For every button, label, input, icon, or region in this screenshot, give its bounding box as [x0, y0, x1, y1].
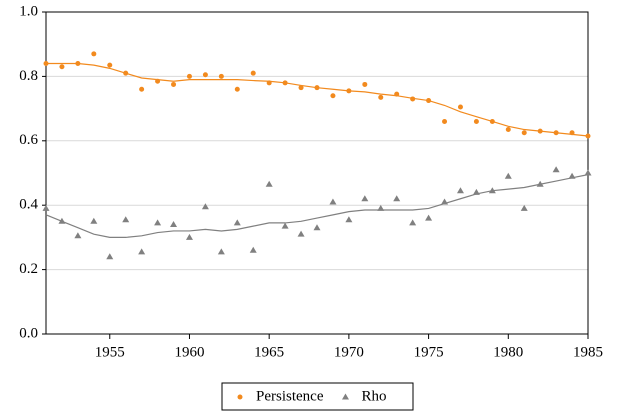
persistence-point: [346, 88, 352, 94]
persistence-point: [155, 78, 161, 84]
x-tick-label: 1955: [95, 344, 125, 360]
rho-point: [265, 180, 273, 187]
persistence-point: [218, 73, 224, 79]
x-tick-label: 1985: [573, 344, 603, 360]
persistence-point: [473, 118, 479, 124]
persistence-point: [123, 70, 129, 76]
persistence-point: [234, 86, 240, 92]
persistence-point: [394, 91, 400, 97]
persistence-point: [505, 127, 511, 133]
x-tick-label: 1975: [414, 344, 444, 360]
rho-point: [170, 221, 178, 228]
x-tick-label: 1960: [174, 344, 204, 360]
persistence-point: [298, 85, 304, 91]
rho-point: [441, 198, 449, 205]
rho-point: [409, 219, 417, 226]
rho-point: [154, 219, 162, 226]
rho-point: [297, 230, 305, 237]
x-tick-label: 1970: [334, 344, 364, 360]
persistence-point: [314, 85, 320, 91]
rho-point: [74, 232, 82, 239]
rho-point: [393, 195, 401, 202]
persistence-point: [75, 61, 81, 67]
plot-frame: [45, 11, 589, 335]
y-tick-label: 0.2: [19, 261, 38, 277]
rho-point: [377, 204, 385, 211]
rho-point: [472, 188, 480, 195]
persistence-point: [457, 104, 463, 110]
persistence-point: [282, 80, 288, 86]
rho-point: [42, 204, 50, 211]
rho-point: [520, 204, 528, 211]
legend-marker: [341, 393, 349, 400]
y-tick-label: 0.0: [19, 325, 38, 341]
persistence-point: [426, 98, 432, 104]
rho-point: [249, 246, 257, 253]
persistence-point: [410, 96, 416, 102]
rho-point: [568, 172, 576, 179]
rho-point: [281, 222, 289, 229]
persistence-point: [442, 118, 448, 124]
legend-label: Persistence: [256, 388, 324, 404]
legend-label: Rho: [361, 388, 386, 404]
rho-point: [122, 216, 130, 223]
y-tick-label: 1.0: [19, 3, 38, 19]
rho-point: [536, 180, 544, 187]
persistence-point: [91, 51, 97, 57]
rho-point: [138, 248, 146, 255]
rho-point: [425, 214, 433, 221]
rho-point: [106, 253, 114, 260]
rho-point: [488, 187, 496, 194]
persistence-point: [107, 62, 113, 68]
persistence-point: [553, 130, 559, 136]
persistence-point: [266, 80, 272, 86]
persistence-point: [250, 70, 256, 76]
persistence-point: [139, 86, 145, 92]
x-tick-label: 1965: [254, 344, 284, 360]
smooth-line: [45, 174, 589, 238]
persistence-point: [362, 81, 368, 87]
persistence-point: [585, 133, 591, 139]
rho-point: [345, 216, 353, 223]
rho-point: [584, 169, 592, 176]
legend-marker: [237, 394, 243, 400]
persistence-point: [171, 81, 177, 87]
persistence-point: [537, 128, 543, 134]
x-tick-label: 1980: [493, 344, 523, 360]
persistence-point: [521, 130, 527, 136]
rho-point: [456, 187, 464, 194]
rho-point: [329, 198, 337, 205]
persistence-point: [202, 72, 208, 78]
rho-point: [58, 217, 66, 224]
rho-point: [90, 217, 98, 224]
rho-point: [233, 219, 241, 226]
persistence-point: [59, 64, 65, 70]
persistence-point: [186, 73, 192, 79]
rho-point: [185, 233, 193, 240]
persistence-point: [43, 61, 49, 67]
rho-point: [201, 203, 209, 210]
rho-point: [504, 172, 512, 179]
rho-point: [313, 224, 321, 231]
rho-point: [552, 166, 560, 173]
y-tick-label: 0.8: [19, 68, 38, 84]
y-tick-label: 0.6: [19, 132, 38, 148]
persistence-point: [378, 94, 384, 100]
persistence-point: [330, 93, 336, 99]
persistence-point: [489, 118, 495, 124]
legend-box: [221, 382, 414, 411]
rho-point: [361, 195, 369, 202]
persistence-point: [569, 130, 575, 136]
rho-point: [217, 248, 225, 255]
y-tick-label: 0.4: [19, 197, 38, 213]
